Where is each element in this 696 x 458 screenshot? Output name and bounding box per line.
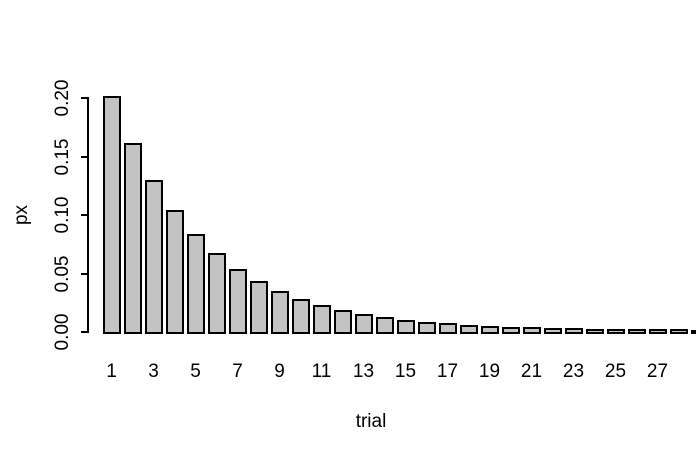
x-tick-label: 19 <box>478 361 501 382</box>
y-axis-title: px <box>11 204 32 226</box>
y-tick-mark <box>81 97 89 99</box>
bar-trial-13 <box>354 313 373 334</box>
bar-trial-29 <box>690 329 696 334</box>
y-tick-mark <box>81 214 89 216</box>
x-tick-label: 21 <box>520 361 543 382</box>
x-tick-label: 15 <box>394 361 417 382</box>
y-tick-label: 0.00 <box>52 313 73 351</box>
bar-trial-28 <box>669 329 688 334</box>
y-tick-mark <box>81 331 89 333</box>
y-tick-label: 0.20 <box>52 79 73 117</box>
x-tick-label: 3 <box>148 361 159 382</box>
bar-trial-16 <box>417 321 436 334</box>
bar-trial-12 <box>333 309 352 334</box>
bar-trial-19 <box>480 325 499 334</box>
x-tick-label: 5 <box>190 361 201 382</box>
bar-trial-1 <box>102 96 121 334</box>
bar-trial-20 <box>501 326 520 334</box>
bar-trial-21 <box>522 327 541 334</box>
y-tick-mark <box>81 272 89 275</box>
bar-trial-3 <box>144 180 163 334</box>
x-tick-label: 7 <box>232 361 243 382</box>
bar-trial-4 <box>165 210 184 334</box>
x-tick-label: 27 <box>646 361 669 382</box>
bar-trial-5 <box>186 234 205 334</box>
bar-trial-8 <box>249 280 268 334</box>
bar-trial-23 <box>564 328 583 334</box>
x-tick-label: 9 <box>274 361 285 382</box>
bar-trial-10 <box>291 298 310 334</box>
bar-trial-17 <box>438 323 457 334</box>
x-tick-label: 11 <box>311 361 332 382</box>
bar-trial-6 <box>207 253 226 334</box>
bar-trial-9 <box>270 290 289 334</box>
bar-trial-18 <box>459 324 478 334</box>
bar-trial-22 <box>543 327 562 334</box>
x-axis-title: trial <box>355 411 387 432</box>
bar-trial-2 <box>123 142 142 334</box>
y-tick-mark <box>81 155 89 158</box>
bar-trial-7 <box>228 268 247 334</box>
x-tick-label: 1 <box>106 361 117 382</box>
bar-trial-27 <box>648 329 667 334</box>
x-tick-label: 17 <box>436 361 459 382</box>
bar-trial-15 <box>396 319 415 334</box>
x-tick-label: 23 <box>562 361 585 382</box>
y-tick-label: 0.15 <box>52 138 73 175</box>
x-tick-label: 13 <box>352 361 375 382</box>
bar-trial-14 <box>375 317 394 334</box>
x-tick-label: 25 <box>604 361 627 382</box>
bar-trial-24 <box>585 328 604 334</box>
y-tick-label: 0.10 <box>52 196 73 234</box>
bar-trial-26 <box>627 329 646 334</box>
bar-trial-25 <box>606 328 625 334</box>
y-tick-label: 0.05 <box>52 255 73 292</box>
bar-trial-11 <box>312 304 331 334</box>
